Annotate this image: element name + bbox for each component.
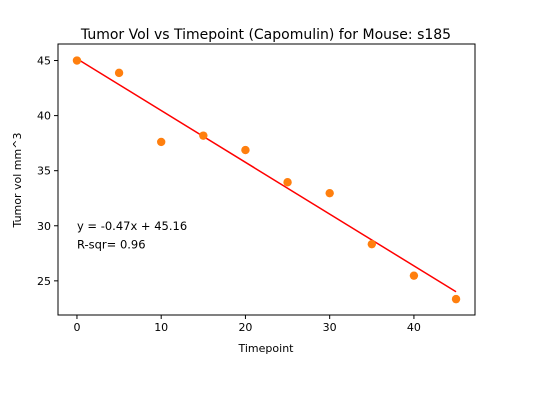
data-points bbox=[73, 56, 460, 303]
data-point bbox=[368, 240, 376, 248]
regression-line bbox=[77, 59, 456, 292]
data-point bbox=[452, 295, 460, 303]
y-tick-label: 40 bbox=[37, 110, 51, 123]
x-axis-label: Timepoint bbox=[238, 342, 295, 355]
x-tick-label: 0 bbox=[73, 321, 80, 334]
data-point bbox=[325, 189, 333, 197]
regression-equation: y = -0.47x + 45.16 bbox=[77, 219, 187, 233]
y-tick-label: 30 bbox=[37, 220, 51, 233]
x-tick-label: 20 bbox=[238, 321, 252, 334]
data-point bbox=[115, 69, 123, 77]
x-axis-ticks: 0 10 20 30 40 bbox=[73, 315, 420, 334]
y-tick-label: 45 bbox=[37, 55, 51, 68]
y-axis-ticks: 25 30 35 40 45 bbox=[37, 55, 58, 288]
data-point bbox=[410, 271, 418, 279]
r-squared-label: R-sqr= 0.96 bbox=[77, 237, 146, 251]
data-point bbox=[199, 131, 207, 139]
chart-title: Tumor Vol vs Timepoint (Capomulin) for M… bbox=[80, 27, 451, 43]
data-point bbox=[73, 56, 81, 64]
x-tick-label: 40 bbox=[407, 321, 421, 334]
data-point bbox=[157, 138, 165, 146]
y-tick-label: 25 bbox=[37, 275, 51, 288]
y-tick-label: 35 bbox=[37, 165, 51, 178]
y-axis-label: Tumor vol mm^3 bbox=[11, 133, 24, 229]
x-tick-label: 10 bbox=[154, 321, 168, 334]
data-point bbox=[241, 146, 249, 154]
x-tick-label: 30 bbox=[323, 321, 337, 334]
data-point bbox=[283, 178, 291, 186]
